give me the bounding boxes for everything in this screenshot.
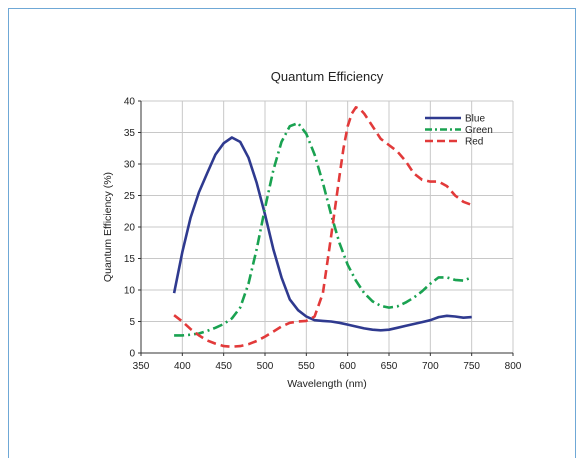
y-tick-label: 20: [124, 223, 136, 234]
y-ticks: 0 5 10 15 20 25 30 35 40: [124, 97, 141, 360]
series-line-green: [174, 121, 473, 337]
y-tick-label: 0: [129, 349, 135, 360]
legend-label-blue: Blue: [465, 114, 485, 125]
series-line-red: [173, 106, 473, 348]
x-tick-label: 550: [298, 361, 315, 372]
y-tick-label: 10: [124, 286, 136, 297]
legend-label-green: Green: [465, 125, 493, 136]
x-ticks: 350 400 450 500 550 600 650 700 750 800: [133, 353, 522, 372]
x-tick-label: 500: [257, 361, 274, 372]
y-tick-label: 5: [129, 317, 135, 328]
x-tick-label: 650: [381, 361, 398, 372]
chart-frame: Quantum Efficiency 350 400 450 500 550 600 650…: [8, 8, 576, 458]
series-line-blue: [172, 136, 472, 332]
y-axis-title: Quantum Efficiency (%): [102, 172, 114, 282]
x-tick-label: 750: [463, 361, 480, 372]
x-tick-label: 450: [215, 361, 232, 372]
quantum-efficiency-chart: Quantum Efficiency 350 400 450 500 550 600 650…: [102, 69, 522, 390]
y-tick-label: 40: [124, 97, 136, 108]
x-tick-label: 800: [505, 361, 522, 372]
grid: [140, 100, 514, 354]
y-tick-label: 15: [124, 254, 136, 265]
x-tick-label: 400: [174, 361, 191, 372]
legend-label-red: Red: [465, 137, 483, 148]
y-tick-label: 35: [124, 128, 136, 139]
x-tick-label: 600: [339, 361, 356, 372]
x-axis-title: Wavelength (nm): [287, 378, 367, 390]
x-tick-label: 700: [422, 361, 439, 372]
chart-title: Quantum Efficiency: [271, 69, 384, 84]
y-tick-label: 25: [124, 191, 136, 202]
series-group: [172, 106, 473, 348]
y-tick-label: 30: [124, 160, 136, 171]
x-tick-label: 350: [133, 361, 150, 372]
